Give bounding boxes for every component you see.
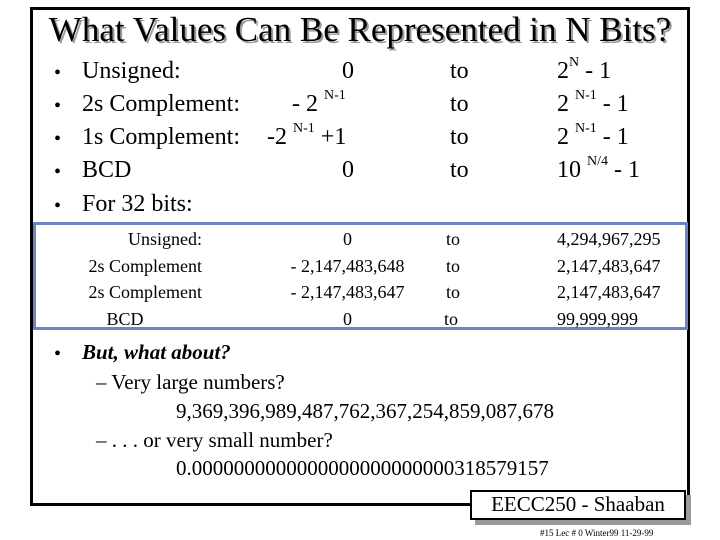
- table-max: 2,147,483,647: [557, 256, 661, 276]
- table-label: 2s Complement: [88, 282, 203, 302]
- small-number: 0.0000000000000000000000000318579157: [176, 456, 549, 480]
- table-label: 2s Complement: [88, 256, 203, 276]
- row-from-2s: - 2 N-1: [292, 88, 346, 117]
- row-label-2s: 2s Complement:: [82, 91, 240, 117]
- table-from: - 2,147,483,648: [290, 256, 405, 276]
- bullet-marker: •: [54, 195, 62, 217]
- table-from: 0: [343, 229, 352, 249]
- row-to-1s: to: [450, 124, 469, 150]
- table-to: to: [446, 282, 461, 302]
- table-from: 0: [343, 309, 352, 329]
- row-max-2s: 2 N-1 - 1: [557, 88, 629, 117]
- bullet-marker: •: [54, 128, 62, 150]
- row-label-32bits: For 32 bits:: [82, 191, 193, 217]
- footer-box: [470, 490, 686, 520]
- row-max-unsigned: 2N - 1: [557, 55, 612, 84]
- row-label-bcd: BCD: [82, 157, 132, 183]
- row-from-bcd: 0: [342, 157, 354, 183]
- bullet-marker: •: [54, 161, 62, 183]
- slide-title: What Values Can Be Represented in N Bits…: [48, 10, 672, 49]
- row-to-unsigned: to: [450, 58, 469, 84]
- row-max-1s: 2 N-1 - 1: [557, 121, 629, 150]
- question-text: But, what about?: [82, 340, 231, 364]
- table-max: 4,294,967,295: [557, 229, 661, 249]
- bullet-marker: •: [54, 343, 62, 365]
- bullet-marker: •: [54, 62, 62, 84]
- row-to-2s: to: [450, 91, 469, 117]
- table-to: to: [446, 229, 461, 249]
- table-max: 99,999,999: [557, 309, 638, 329]
- bullet-marker: •: [54, 95, 62, 117]
- row-from-1s: -2 N-1 +1: [267, 121, 347, 150]
- footer-slide-info: #15 Lec # 0 Winter99 11-29-99: [540, 528, 654, 538]
- table-label: Unsigned:: [128, 229, 202, 249]
- row-from-unsigned: 0: [342, 58, 354, 84]
- range-table-box: [33, 222, 688, 330]
- table-to: to: [446, 256, 461, 276]
- row-label-1s: 1s Complement:: [82, 124, 240, 150]
- sub-item-large: – Very large numbers?: [96, 370, 285, 394]
- sub-item-small: – . . . or very small number?: [96, 428, 333, 452]
- row-label-unsigned: Unsigned:: [82, 58, 181, 84]
- row-max-bcd: 10 N/4 - 1: [557, 154, 640, 183]
- large-number: 9,369,396,989,487,762,367,254,859,087,67…: [176, 399, 554, 423]
- slide-frame: [30, 7, 690, 506]
- table-from: - 2,147,483,647: [290, 282, 405, 302]
- table-label: BCD: [106, 309, 144, 329]
- footer-course-label: EECC250 - Shaaban: [491, 492, 665, 516]
- table-to: to: [444, 309, 459, 329]
- row-to-bcd: to: [450, 157, 469, 183]
- table-max: 2,147,483,647: [557, 282, 661, 302]
